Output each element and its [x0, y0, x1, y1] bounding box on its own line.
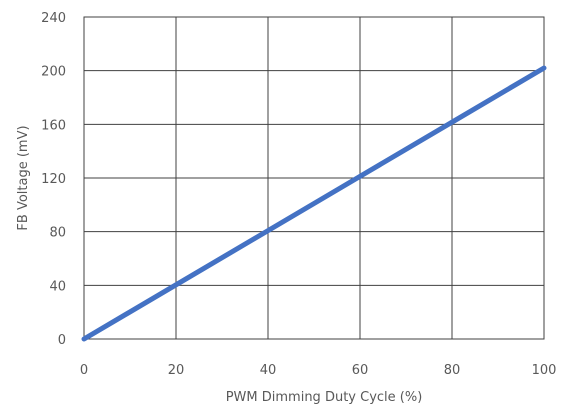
grid	[83, 16, 545, 340]
x-tick-label: 100	[532, 363, 557, 378]
y-tick-label: 40	[49, 279, 66, 294]
y-tick-label: 120	[41, 172, 66, 187]
x-tick-label: 60	[352, 363, 369, 378]
y-axis-title: FB Voltage (mV)	[16, 125, 31, 230]
x-tick-label: 20	[168, 363, 185, 378]
y-tick-label: 80	[49, 226, 66, 241]
y-tick-label: 200	[41, 65, 66, 80]
x-tick-label: 0	[80, 363, 88, 378]
x-tick-labels: 0 20 40 60 80 100	[80, 363, 557, 378]
series-group	[81, 65, 547, 342]
x-tick-label: 80	[444, 363, 461, 378]
x-axis-title: PWM Dimming Duty Cycle (%)	[226, 390, 423, 405]
y-tick-labels: 0 40 80 120 160 200 240	[41, 11, 66, 348]
series-line	[81, 65, 547, 342]
y-tick-label: 160	[41, 118, 66, 133]
x-tick-label: 40	[260, 363, 277, 378]
plot-area-frame	[83, 16, 545, 340]
y-tick-label: 240	[41, 11, 66, 26]
y-tick-label: 0	[58, 333, 66, 348]
